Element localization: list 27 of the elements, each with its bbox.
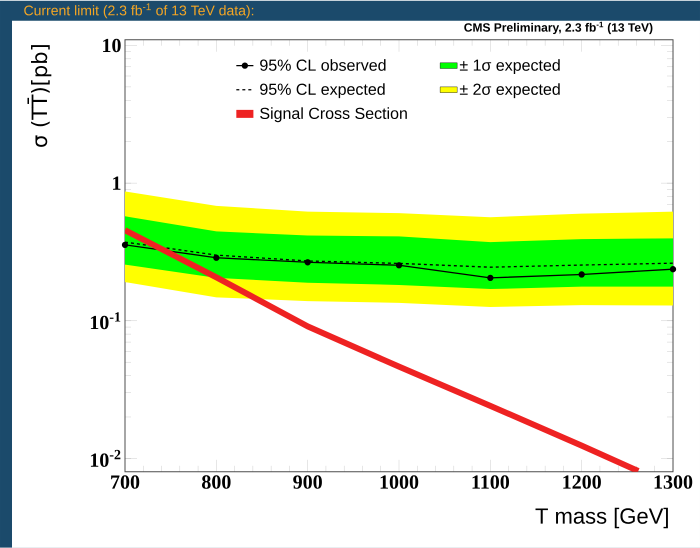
x-tick-label: 1000: [380, 475, 418, 489]
x-tick-label: 1300: [654, 475, 692, 489]
point: [670, 266, 676, 272]
legend-label: 95% CL observed: [260, 59, 386, 71]
x-tick-label: 700: [111, 475, 140, 489]
point: [213, 254, 220, 262]
text: CMS Preliminary, 2.3 fb$^{-1}$ (13 TeV): [464, 22, 652, 34]
y-tick-label: 10$^{-2}$: [90, 450, 120, 468]
x-tick-label: 1200: [563, 475, 601, 489]
y-tick-label: 1: [113, 176, 120, 190]
x-tick-label: 900: [293, 475, 322, 489]
y-tick-label: 10$^{-1}$: [90, 312, 120, 330]
point: [487, 274, 494, 282]
legend-label: ± 2σ expected: [460, 83, 560, 98]
chart-title: Current limit (2.3 fb$^{-1}$ of 13 TeV data):: [24, 3, 254, 18]
y-axis-title: σ (TT̄)[pb]: [27, 45, 52, 147]
legend-label: Signal Cross Section: [260, 107, 407, 122]
x-tick-label: 800: [202, 475, 231, 489]
legend-label: 95% CL expected: [260, 83, 385, 98]
point: [396, 262, 402, 269]
legend-label: ± 1σ expected: [460, 59, 560, 74]
point: [304, 259, 311, 266]
x-axis-title: T mass [GeV]: [536, 508, 668, 528]
point: [578, 271, 585, 278]
y-tick-label: 10: [103, 38, 121, 52]
x-tick-label: 1100: [472, 475, 510, 489]
point: [122, 242, 128, 248]
